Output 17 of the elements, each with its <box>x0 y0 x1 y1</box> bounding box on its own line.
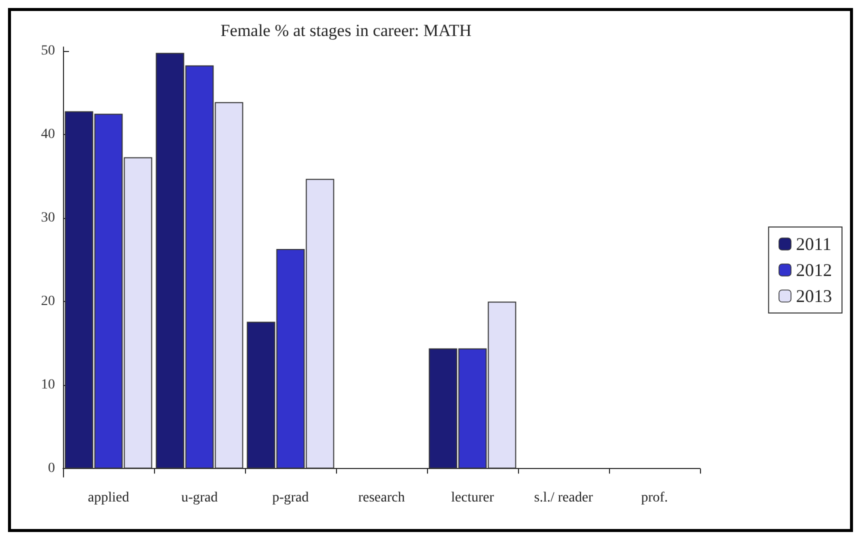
y-tick-label: 30 <box>41 210 55 226</box>
x-tick-label: p-grad <box>272 490 309 506</box>
x-tick-label: lecturer <box>451 490 494 506</box>
y-tick-label: 50 <box>41 44 55 59</box>
chart-title: Female % at stages in career: MATH <box>220 21 472 40</box>
y-tick-label: 0 <box>48 461 55 476</box>
legend-label: 2011 <box>796 234 832 254</box>
legend-label: 2013 <box>796 286 832 306</box>
y-tick-label: 10 <box>41 378 55 393</box>
x-tick-label: research <box>358 490 405 506</box>
legend-label: 2012 <box>796 260 832 280</box>
y-tick-label: 20 <box>41 294 55 310</box>
y-tick-label: 40 <box>41 127 55 142</box>
x-tick-label: applied <box>88 490 130 506</box>
x-tick-label: prof. <box>641 490 668 506</box>
x-tick-label: s.l./ reader <box>534 490 594 506</box>
x-tick-label: u-grad <box>181 490 218 506</box>
